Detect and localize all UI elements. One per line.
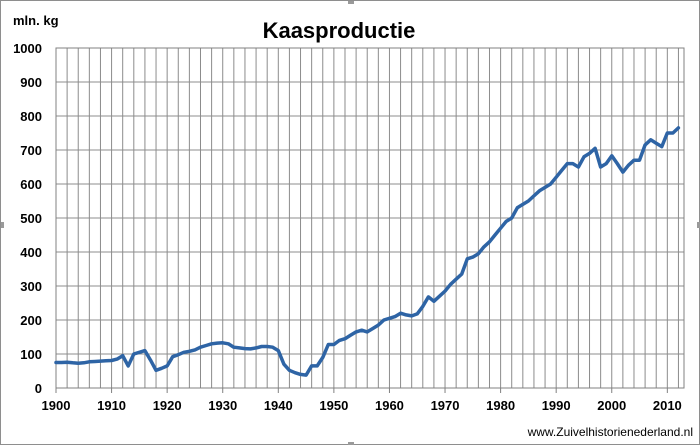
y-tick-label: 500	[20, 211, 42, 226]
x-tick-label: 1970	[431, 398, 460, 413]
y-tick-label: 100	[20, 347, 42, 362]
y-tick-label: 300	[20, 279, 42, 294]
x-tick-label: 2000	[597, 398, 626, 413]
source-credit: www.Zuivelhistorienederland.nl	[527, 425, 693, 439]
resize-handle-left[interactable]	[1, 222, 4, 228]
y-axis-label: mln. kg	[13, 13, 59, 28]
x-tick-label: 2010	[653, 398, 682, 413]
resize-handle-bottom[interactable]	[348, 442, 354, 445]
y-tick-label: 0	[35, 381, 42, 396]
x-tick-label: 1900	[42, 398, 71, 413]
x-tick-label: 1920	[153, 398, 182, 413]
x-tick-label: 1980	[486, 398, 515, 413]
y-tick-label: 1000	[13, 41, 42, 56]
x-tick-label: 1940	[264, 398, 293, 413]
y-tick-label: 200	[20, 313, 42, 328]
y-axis-ticks: 0 100 200 300 400 500 600 700 800 900 1000	[13, 41, 42, 396]
x-tick-label: 1990	[542, 398, 571, 413]
x-tick-label: 1910	[97, 398, 126, 413]
y-tick-label: 900	[20, 75, 42, 90]
resize-handle-top[interactable]	[348, 1, 354, 4]
x-tick-label: 1950	[319, 398, 348, 413]
gridlines	[55, 47, 685, 389]
y-tick-label: 700	[20, 143, 42, 158]
plot-area	[54, 126, 681, 377]
y-tick-label: 800	[20, 109, 42, 124]
x-tick-label: 1930	[208, 398, 237, 413]
x-axis-ticks: 1900 1910 1920 1930 1940 1950 1960 1970 1980 1990…	[42, 388, 682, 413]
x-tick-label: 1960	[375, 398, 404, 413]
y-tick-label: 400	[20, 245, 42, 260]
chart-title: Kaasproductie	[263, 18, 416, 43]
series-line	[54, 126, 681, 377]
y-tick-label: 600	[20, 177, 42, 192]
resize-handle-right[interactable]	[697, 222, 700, 228]
plot-border	[55, 47, 685, 389]
